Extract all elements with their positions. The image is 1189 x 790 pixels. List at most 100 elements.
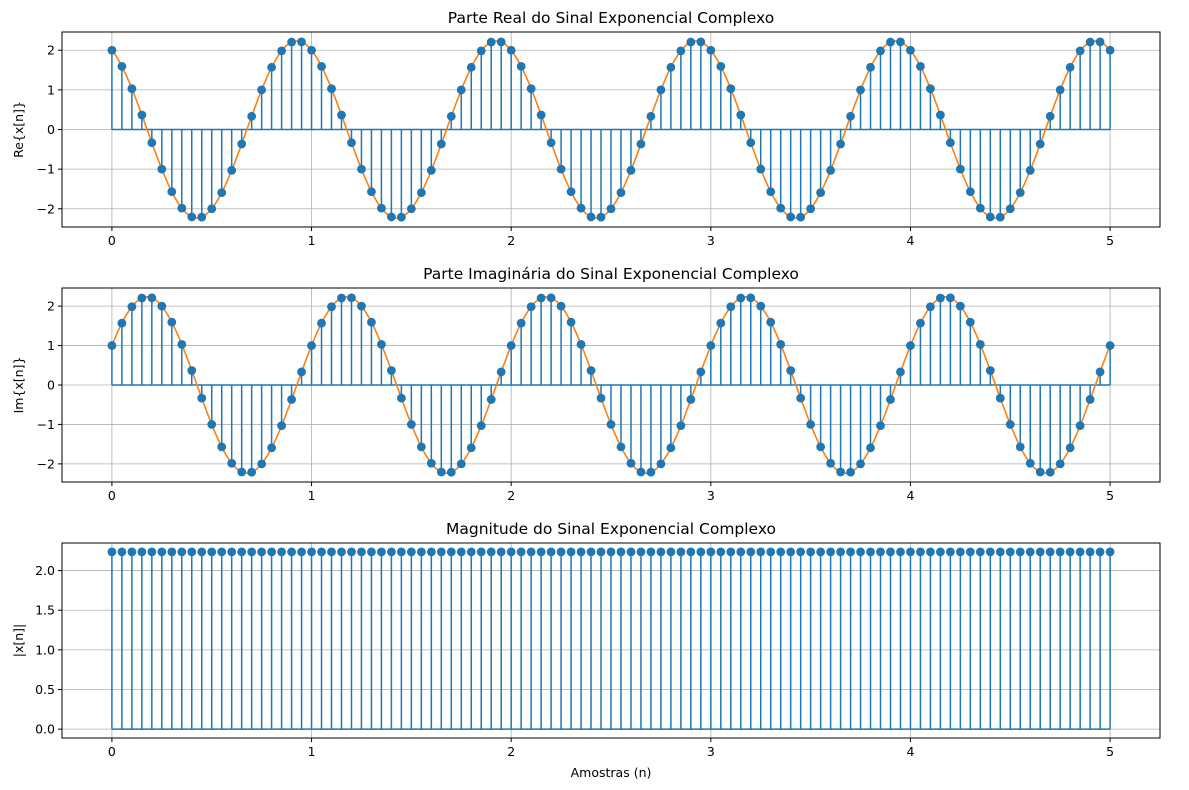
real-part-marker bbox=[616, 188, 626, 198]
magnitude-marker bbox=[1085, 547, 1095, 557]
magnitude-marker bbox=[536, 547, 546, 557]
imag-part-marker bbox=[596, 393, 606, 403]
magnitude-ylabel: |x[n]| bbox=[11, 624, 26, 658]
real-part-marker bbox=[746, 138, 756, 148]
imag-part-marker bbox=[1055, 459, 1065, 469]
real-part-marker bbox=[896, 37, 905, 47]
magnitude-marker bbox=[267, 547, 277, 557]
real-part-marker bbox=[367, 187, 376, 197]
real-part-xtick-label: 4 bbox=[906, 233, 914, 248]
magnitude-marker bbox=[377, 547, 386, 557]
magnitude-marker bbox=[1045, 547, 1055, 557]
magnitude-marker bbox=[896, 547, 905, 557]
imag-part-frame bbox=[61, 287, 1161, 483]
magnitude-marker bbox=[287, 547, 296, 557]
magnitude-marker bbox=[846, 547, 855, 557]
imag-part-marker bbox=[586, 366, 596, 375]
magnitude-marker bbox=[995, 547, 1005, 557]
imag-part-marker bbox=[656, 459, 666, 469]
imag-part-marker bbox=[796, 393, 806, 403]
real-part-marker bbox=[347, 138, 356, 148]
imag-part-xtick-label: 1 bbox=[308, 488, 316, 503]
real-part-marker bbox=[127, 84, 137, 94]
imag-part-marker bbox=[456, 459, 466, 469]
real-part-marker bbox=[836, 139, 845, 149]
real-part-marker bbox=[596, 212, 606, 222]
magnitude-ytick-label: 1.5 bbox=[35, 603, 55, 618]
real-part-marker bbox=[1015, 188, 1025, 198]
real-part-xtick-label: 3 bbox=[707, 233, 715, 248]
imag-part-marker bbox=[906, 341, 915, 350]
magnitude-marker bbox=[1025, 547, 1035, 557]
magnitude-marker bbox=[736, 547, 746, 557]
imag-part-marker bbox=[107, 341, 117, 350]
magnitude-marker bbox=[396, 547, 406, 557]
imag-part-marker bbox=[267, 443, 277, 453]
real-part-marker bbox=[526, 84, 536, 94]
magnitude-marker bbox=[916, 547, 925, 557]
imag-part-marker bbox=[606, 420, 616, 429]
magnitude-marker bbox=[1005, 547, 1015, 557]
real-part-frame bbox=[61, 31, 1161, 228]
magnitude-marker bbox=[137, 547, 147, 557]
magnitude-marker bbox=[826, 547, 835, 557]
magnitude-marker bbox=[327, 547, 336, 557]
imag-part-marker bbox=[716, 318, 726, 328]
imag-part-marker bbox=[686, 395, 696, 404]
real-part-xtick-label: 5 bbox=[1106, 233, 1114, 248]
real-part-marker bbox=[207, 204, 217, 214]
real-part-marker bbox=[656, 85, 666, 95]
real-part-marker bbox=[197, 212, 207, 222]
magnitude-marker bbox=[426, 547, 436, 557]
imag-part-marker bbox=[965, 317, 975, 327]
imag-part-marker bbox=[247, 467, 257, 477]
magnitude-panel: |x[n]| Amostras (n) 0 1 2 3 4 5 0.0 0.5 1.0 1.5 2.… bbox=[11, 520, 1161, 780]
imag-part-marker bbox=[1025, 458, 1035, 468]
magnitude-marker bbox=[965, 547, 975, 557]
magnitude-frame bbox=[61, 542, 1161, 739]
imag-part-marker bbox=[367, 317, 376, 327]
imag-part-xtick-label: 5 bbox=[1106, 488, 1114, 503]
imag-part-marker bbox=[826, 458, 835, 468]
imag-part-marker bbox=[1105, 341, 1115, 350]
real-part-xtick-label: 1 bbox=[308, 233, 316, 248]
imag-part-marker bbox=[446, 467, 456, 477]
real-part-marker bbox=[237, 139, 247, 149]
imag-part-marker bbox=[317, 318, 326, 328]
imag-part-marker bbox=[526, 302, 536, 312]
magnitude-marker bbox=[227, 547, 237, 557]
magnitude-markers bbox=[107, 547, 1115, 557]
imag-part-marker bbox=[756, 301, 766, 311]
real-part-title: Parte Real do Sinal Exponencial Complexo bbox=[448, 9, 774, 27]
imag-part-marker bbox=[766, 317, 776, 327]
imag-part-marker bbox=[896, 367, 905, 377]
magnitude-marker bbox=[945, 547, 955, 557]
real-part-marker bbox=[1005, 204, 1015, 214]
real-part-marker bbox=[1055, 85, 1065, 95]
magnitude-marker bbox=[217, 547, 227, 557]
real-part-marker bbox=[1085, 37, 1095, 47]
real-part-marker bbox=[536, 110, 546, 120]
magnitude-marker bbox=[806, 547, 816, 557]
imag-part-marker bbox=[836, 467, 845, 477]
magnitude-marker bbox=[985, 547, 995, 557]
real-part-marker bbox=[926, 84, 935, 94]
imag-part-marker bbox=[536, 293, 546, 303]
real-part-markers bbox=[107, 37, 1115, 222]
magnitude-marker bbox=[187, 547, 197, 557]
real-part-marker bbox=[476, 46, 486, 56]
magnitude-marker bbox=[317, 547, 326, 557]
imag-part-marker bbox=[846, 467, 855, 477]
real-part-marker bbox=[297, 37, 306, 47]
magnitude-marker bbox=[886, 547, 895, 557]
magnitude-marker bbox=[626, 547, 636, 557]
magnitude-marker bbox=[955, 547, 965, 557]
magnitude-marker bbox=[936, 547, 945, 557]
imag-part-marker bbox=[736, 293, 746, 303]
imag-part-marker bbox=[926, 302, 935, 312]
magnitude-marker bbox=[127, 547, 137, 557]
real-part-marker bbox=[317, 61, 326, 71]
magnitude-marker bbox=[436, 547, 446, 557]
real-part-marker bbox=[965, 187, 975, 197]
